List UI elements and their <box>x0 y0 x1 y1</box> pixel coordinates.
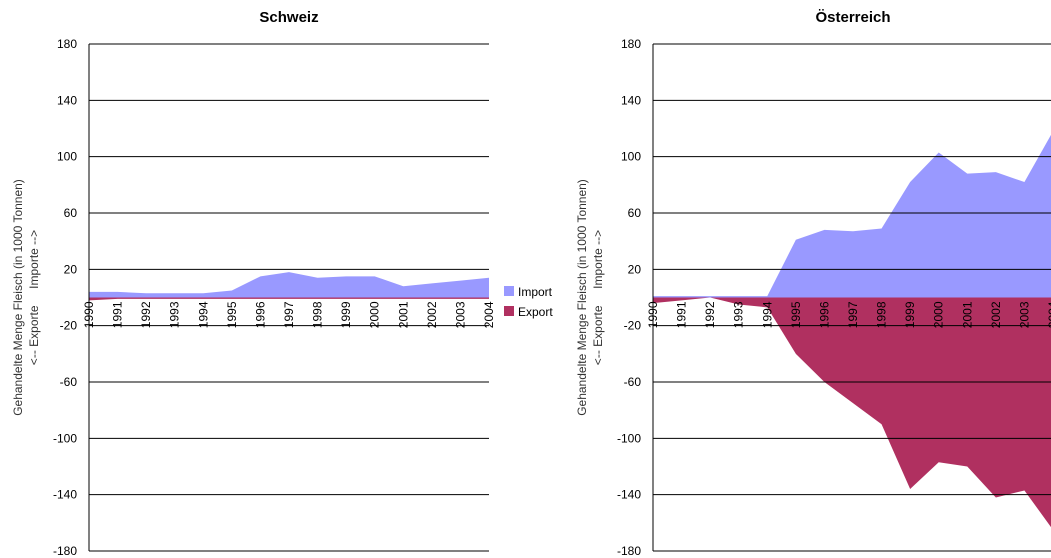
legend-swatch-import <box>504 286 514 296</box>
chart-schweiz: Schweiz Gehandelte Menge Fleisch (in 100… <box>11 9 496 558</box>
y-tick-label: -140 <box>617 488 641 502</box>
x-tick-label: 1995 <box>789 301 803 328</box>
y-tick-label: 140 <box>621 93 641 107</box>
y-axis-sublabel-schweiz: <-- Exporte Importe --> <box>27 230 41 365</box>
y-tick-label: 140 <box>57 93 77 107</box>
chart-title-schweiz: Schweiz <box>259 9 318 26</box>
x-tick-label: 2004 <box>1046 301 1051 328</box>
x-tick-label: 1994 <box>196 301 210 328</box>
x-tick-label: 1999 <box>903 301 917 328</box>
x-tick-label: 1998 <box>311 301 325 328</box>
legend: Import Export <box>504 285 553 319</box>
x-tick-label: 1993 <box>168 301 182 328</box>
legend-label-export: Export <box>518 305 553 319</box>
y-axis-label-schweiz: Gehandelte Menge Fleisch (in 1000 Tonnen… <box>11 179 25 416</box>
chart-oesterreich: Österreich Gehandelte Menge Fleisch (in … <box>575 9 1051 558</box>
x-tick-label: 1999 <box>339 301 353 328</box>
legend-label-import: Import <box>518 285 553 299</box>
area-series-export <box>89 297 489 301</box>
plot-area <box>89 272 489 301</box>
x-tick-label: 2002 <box>989 301 1003 328</box>
x-tick-label: 1992 <box>703 301 717 328</box>
chart-title-oesterreich: Österreich <box>815 9 890 26</box>
y-axis-sublabel-oesterreich: <-- Exporte Importe --> <box>591 230 605 365</box>
legend-swatch-export <box>504 306 514 316</box>
y-tick-label: 100 <box>57 150 77 164</box>
y-tick-label: -20 <box>624 319 642 333</box>
area-series-import <box>653 134 1051 298</box>
y-tick-label: -180 <box>53 544 77 558</box>
x-tick-label: 1997 <box>282 301 296 328</box>
x-tick-label: 1995 <box>225 301 239 328</box>
area-series-export <box>653 297 1051 528</box>
y-tick-label: 180 <box>57 37 77 51</box>
y-tick-label: -20 <box>60 319 78 333</box>
y-tick-label: -60 <box>624 375 642 389</box>
x-tick-label: 1996 <box>253 301 267 328</box>
x-tick-label: 1990 <box>646 301 660 328</box>
x-tick-label: 2004 <box>482 301 496 328</box>
x-tick-label: 2000 <box>932 301 946 328</box>
y-tick-label: 100 <box>621 150 641 164</box>
x-tick-label: 2001 <box>960 301 974 328</box>
y-tick-label: -100 <box>53 431 77 445</box>
y-tick-label: 60 <box>64 206 78 220</box>
y-tick-label: -60 <box>60 375 78 389</box>
y-tick-label: 180 <box>621 37 641 51</box>
x-tick-label: 1996 <box>817 301 831 328</box>
y-axis-label-oesterreich: Gehandelte Menge Fleisch (in 1000 Tonnen… <box>575 179 589 416</box>
x-tick-label: 1991 <box>111 301 125 328</box>
x-tick-label: 2003 <box>1017 301 1031 328</box>
x-tick-label: 1993 <box>732 301 746 328</box>
y-tick-label: 20 <box>64 262 78 276</box>
y-tick-label: -100 <box>617 431 641 445</box>
x-tick-label: 2000 <box>368 301 382 328</box>
area-series-import <box>89 272 489 298</box>
x-tick-label: 1998 <box>875 301 889 328</box>
y-tick-label: -180 <box>617 544 641 558</box>
x-tick-label: 1992 <box>139 301 153 328</box>
y-tick-label: -140 <box>53 488 77 502</box>
x-tick-label: 1994 <box>760 301 774 328</box>
x-tick-label: 1997 <box>846 301 860 328</box>
x-tick-label: 2002 <box>425 301 439 328</box>
y-tick-label: 60 <box>628 206 642 220</box>
x-tick-label: 2003 <box>453 301 467 328</box>
x-tick-label: 2001 <box>396 301 410 328</box>
x-tick-label: 1991 <box>675 301 689 328</box>
x-tick-label: 1990 <box>82 301 96 328</box>
plot-area <box>653 134 1051 528</box>
y-tick-label: 20 <box>628 262 642 276</box>
